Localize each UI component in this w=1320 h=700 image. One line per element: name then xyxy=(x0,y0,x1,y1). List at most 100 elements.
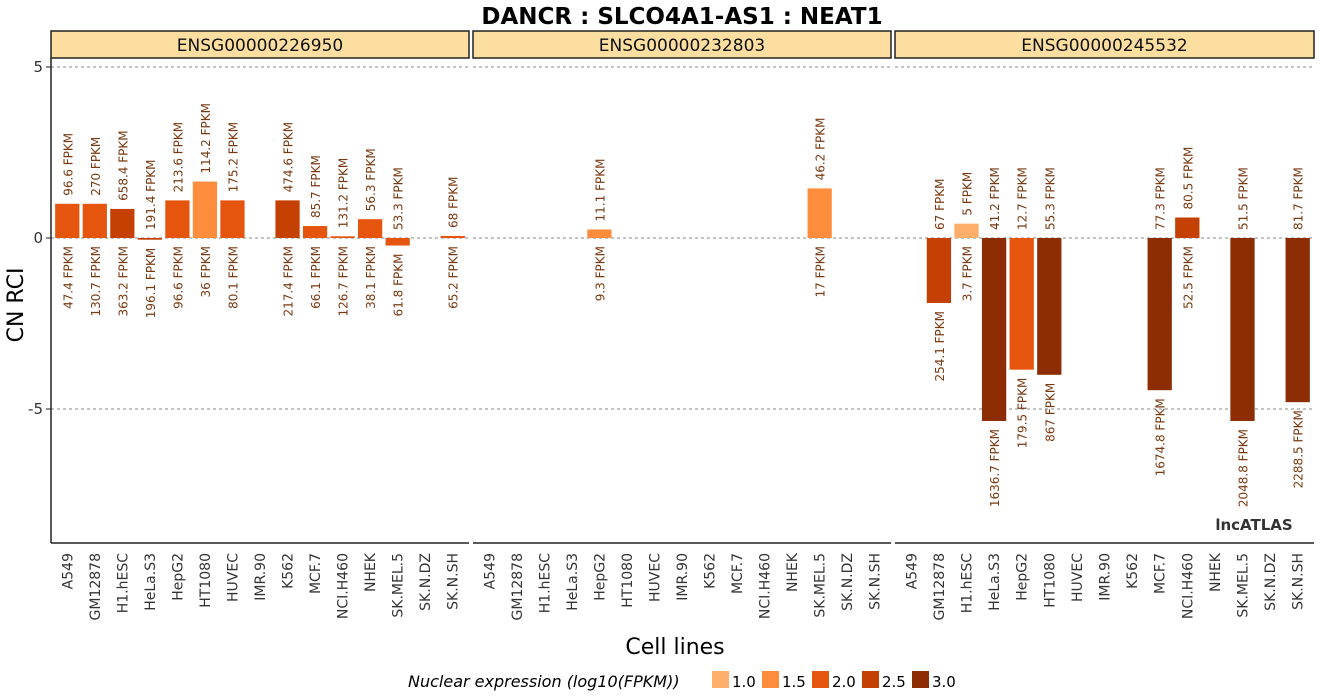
cytoplasm-fpkm-label: 114.2 FPKM xyxy=(199,103,213,174)
x-tick-label: IMR.90 xyxy=(253,553,269,601)
bar xyxy=(587,229,612,238)
x-tick-label: HT1080 xyxy=(198,553,214,608)
watermark-logo: lncATLAS xyxy=(1215,516,1292,534)
nucleus-fpkm-label: 126.7 FPKM xyxy=(337,246,351,317)
cytoplasm-fpkm-label: 51.5 FPKM xyxy=(1237,167,1251,230)
x-tick-label: NCI.H460 xyxy=(1180,553,1196,619)
cytoplasm-fpkm-label: 46.2 FPKM xyxy=(814,118,828,181)
bar xyxy=(55,203,80,238)
x-tick-label: NHEK xyxy=(1208,552,1224,592)
bar xyxy=(82,203,107,238)
x-tick-label: MCF.7 xyxy=(308,553,324,594)
bar xyxy=(192,181,218,238)
bar xyxy=(807,188,832,238)
facet-strip-label: ENSG00000226950 xyxy=(177,36,343,56)
bar xyxy=(330,236,355,238)
legend-title: Nuclear expression (log10(FPKM)) xyxy=(408,672,680,691)
x-tick-label: GM12878 xyxy=(510,553,526,620)
cytoplasm-fpkm-label: 12.7 FPKM xyxy=(1016,167,1030,230)
legend-entry-label: 1.0 xyxy=(732,673,756,691)
cytoplasm-fpkm-label: 213.6 FPKM xyxy=(171,122,185,193)
x-tick-label: H1.hESC xyxy=(960,553,976,613)
nucleus-fpkm-label: 363.2 FPKM xyxy=(116,246,130,317)
nucleus-fpkm-label: 80.1 FPKM xyxy=(226,246,240,309)
x-tick-label: SK.N.DZ xyxy=(418,553,434,611)
nucleus-fpkm-label: 196.1 FPKM xyxy=(144,248,158,319)
nucleus-fpkm-label: 52.5 FPKM xyxy=(1181,246,1195,309)
nucleus-fpkm-label: 130.7 FPKM xyxy=(89,246,103,317)
bar xyxy=(137,238,162,240)
x-tick-label: NCI.H460 xyxy=(758,553,774,619)
chart-title: DANCR : SLCO4A1-AS1 : NEAT1 xyxy=(481,4,882,30)
x-tick-label: HUVEC xyxy=(225,553,241,602)
x-tick-label: SK.N.DZ xyxy=(840,553,856,611)
legend-entry-label: 2.5 xyxy=(882,673,906,691)
x-tick-label: NCI.H460 xyxy=(336,553,352,619)
legend: Nuclear expression (log10(FPKM)) 1.0 1.5 2… xyxy=(408,671,956,691)
facet-panel: ENSG00000245532 A549 GM12878 H1.hESC HeLa.S3… xyxy=(894,30,1315,620)
x-tick-label: SK.MEL.5 xyxy=(813,553,829,618)
x-tick-label: HepG2 xyxy=(1015,553,1031,601)
cytoplasm-fpkm-label: 41.2 FPKM xyxy=(988,167,1002,230)
cytoplasm-fpkm-label: 68 FPKM xyxy=(447,176,461,227)
nucleus-fpkm-label: 66.1 FPKM xyxy=(309,246,323,309)
nucleus-fpkm-label: 3.7 FPKM xyxy=(961,246,975,301)
x-tick-label: SK.N.SH xyxy=(868,553,884,610)
nucleus-fpkm-label: 1674.8 FPKM xyxy=(1154,398,1168,476)
facet-strip-label: ENSG00000232803 xyxy=(599,36,765,56)
nucleus-fpkm-label: 61.8 FPKM xyxy=(392,254,406,317)
cytoplasm-fpkm-label: 67 FPKM xyxy=(933,179,947,230)
cytoplasm-fpkm-label: 53.3 FPKM xyxy=(392,167,406,230)
bar xyxy=(926,238,952,303)
legend-swatch xyxy=(812,671,829,688)
x-tick-label: HepG2 xyxy=(592,553,608,601)
x-tick-label: A549 xyxy=(482,553,498,589)
x-tick-label: A549 xyxy=(904,553,920,589)
x-tick-label: GM12878 xyxy=(932,553,948,620)
bar xyxy=(981,238,1007,421)
facet-panel: ENSG00000226950 A549 GM12878 H1.hESC HeLa.S3… xyxy=(50,30,470,620)
nucleus-fpkm-label: 1636.7 FPKM xyxy=(988,429,1002,507)
bar xyxy=(1230,238,1255,421)
legend-swatch xyxy=(762,671,779,688)
x-tick-label: A549 xyxy=(60,553,76,589)
x-tick-label: NHEK xyxy=(363,552,379,592)
bar xyxy=(110,208,135,238)
legend-entry-label: 2.0 xyxy=(832,673,856,691)
nucleus-fpkm-label: 867 FPKM xyxy=(1043,383,1057,442)
legend-items: 1.0 1.5 2.0 2.5 3.0 xyxy=(712,671,956,691)
bar xyxy=(275,200,300,238)
bar xyxy=(1037,238,1062,375)
x-tick-label: K562 xyxy=(703,553,719,589)
facet-panels: ENSG00000226950 A549 GM12878 H1.hESC HeLa.S3… xyxy=(50,30,1315,620)
x-tick-label: H1.hESC xyxy=(537,553,553,613)
bar xyxy=(165,200,190,238)
nucleus-fpkm-label: 254.1 FPKM xyxy=(933,311,947,382)
x-tick-label: NHEK xyxy=(785,552,801,592)
bar xyxy=(302,226,328,238)
nucleus-fpkm-label: 217.4 FPKM xyxy=(282,246,296,317)
facet-strip xyxy=(50,30,470,59)
bar xyxy=(358,219,383,238)
x-tick-label: HUVEC xyxy=(1070,553,1086,602)
x-tick-label: SK.MEL.5 xyxy=(1236,553,1252,618)
cytoplasm-fpkm-label: 191.4 FPKM xyxy=(144,159,158,230)
x-tick-label: MCF.7 xyxy=(1153,553,1169,594)
x-tick-label: HeLa.S3 xyxy=(987,553,1003,611)
bar xyxy=(954,223,979,238)
legend-swatch xyxy=(712,671,729,688)
bar xyxy=(440,235,465,238)
x-axis-label: Cell lines xyxy=(625,635,724,660)
nucleus-fpkm-label: 36 FPKM xyxy=(199,246,213,297)
y-tick-label: 0 xyxy=(33,229,43,247)
cytoplasm-fpkm-label: 270 FPKM xyxy=(89,137,103,196)
bar xyxy=(385,238,410,246)
cytoplasm-fpkm-label: 80.5 FPKM xyxy=(1181,147,1195,210)
legend-entry-label: 1.5 xyxy=(782,673,806,691)
cytoplasm-fpkm-label: 56.3 FPKM xyxy=(364,148,378,211)
bar xyxy=(220,200,245,238)
bar xyxy=(1147,238,1172,391)
cytoplasm-fpkm-label: 474.6 FPKM xyxy=(282,122,296,193)
facet-strip-label: ENSG00000245532 xyxy=(1021,36,1187,56)
